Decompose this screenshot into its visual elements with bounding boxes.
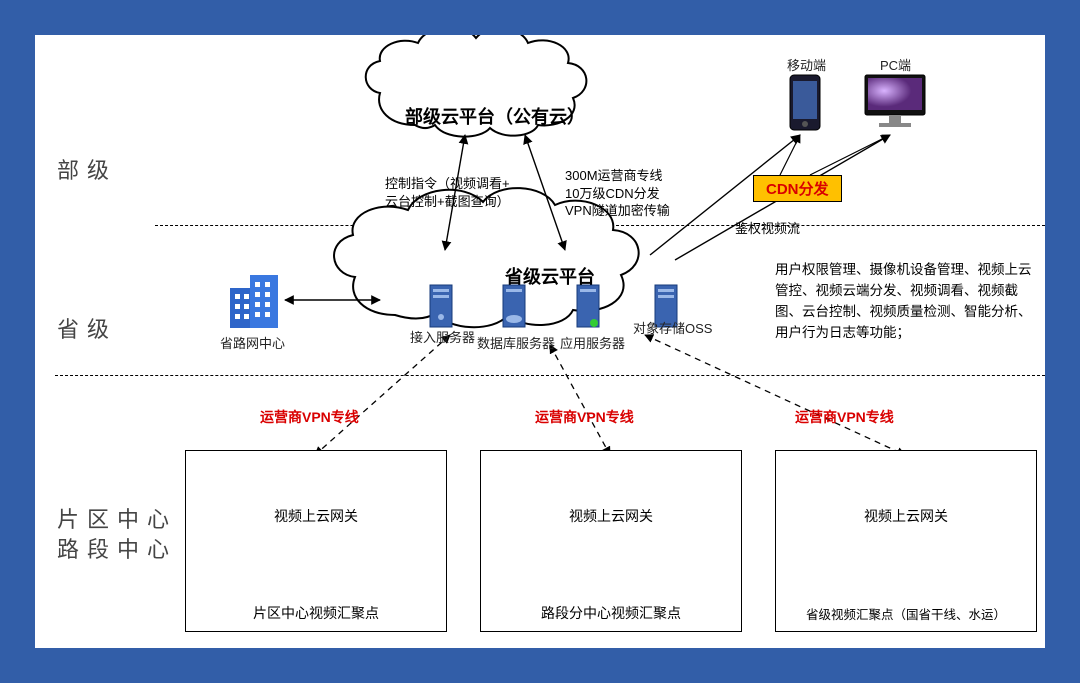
- pc-label: PC端: [880, 55, 911, 74]
- province-cloud-title: 省级云平台: [505, 263, 595, 289]
- tier-label-region2: 路段中心: [57, 535, 177, 566]
- gateway-label-1: 视频上云网关: [186, 506, 446, 526]
- tier-label-region1: 片区中心: [57, 505, 177, 536]
- db-server-label: 数据库服务器: [477, 333, 555, 352]
- vpn-label-1: 运营商VPN专线: [260, 407, 359, 427]
- aggregate-label-1: 片区中心视频汇聚点: [186, 603, 446, 623]
- mobile-label: 移动端: [787, 55, 826, 74]
- features-text: 用户权限管理、摄像机设备管理、视频上云管控、视频云端分发、视频调看、视频截图、云…: [775, 260, 1033, 344]
- app-server-label: 应用服务器: [560, 333, 625, 352]
- divider-1: [155, 225, 1045, 226]
- gateway-label-2: 视频上云网关: [481, 506, 741, 526]
- aggregate-label-2: 路段分中心视频汇聚点: [481, 603, 741, 623]
- tier-label-province: 省级: [57, 312, 117, 344]
- diagram-canvas: 部级 省级 片区中心 路段中心: [35, 35, 1045, 648]
- region-box-3: 视频上云网关 省级视频汇聚点（国省干线、水运）: [775, 450, 1037, 632]
- cdn-box: CDN分发: [753, 175, 842, 202]
- server-icon-app: [577, 285, 599, 327]
- mobile-icon: [790, 75, 820, 130]
- aggregate-label-3: 省级视频汇聚点（国省干线、水运）: [776, 604, 1036, 623]
- oss-label: 对象存储OSS: [633, 318, 712, 337]
- ministry-cloud-title: 部级云平台（公有云）: [405, 103, 585, 129]
- server-icon-db: [503, 285, 525, 327]
- region-box-2: 视频上云网关 路段分中心视频汇聚点: [480, 450, 742, 632]
- bandwidth-label: 300M运营商专线 10万级CDN分发 VPN隧道加密传输: [565, 167, 725, 220]
- access-server-label: 接入服务器: [410, 327, 475, 346]
- pc-icon: [865, 75, 925, 127]
- auth-stream-label: 鉴权视频流: [735, 220, 800, 238]
- divider-2: [55, 375, 1045, 376]
- building-icon: [230, 275, 278, 328]
- roadnet-center-label: 省路网中心: [220, 333, 285, 352]
- vpn-label-2: 运营商VPN专线: [535, 407, 634, 427]
- gateway-label-3: 视频上云网关: [776, 506, 1036, 526]
- server-icon-access: [430, 285, 452, 327]
- region-box-1: 视频上云网关 片区中心视频汇聚点: [185, 450, 447, 632]
- tier-label-ministry: 部级: [57, 153, 117, 185]
- vpn-label-3: 运营商VPN专线: [795, 407, 894, 427]
- control-cmd-label: 控制指令（视频调看+ 云台控制+截图查询）: [385, 175, 565, 210]
